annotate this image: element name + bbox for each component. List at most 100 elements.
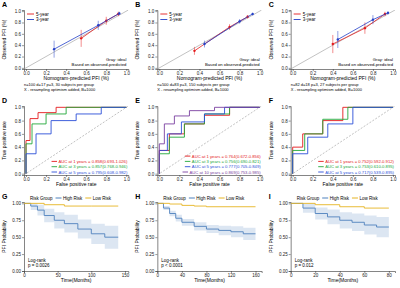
tick: 1.0: [390, 175, 397, 182]
tick-label: 0.2: [148, 158, 155, 163]
tick: 0.2: [310, 175, 317, 182]
marks: [291, 203, 389, 237]
annotations: Log-rankp < 0.0001: [161, 258, 183, 268]
legend-label: AUC at 3 years = 0.756(0.690-0.821): [192, 159, 261, 164]
legend-swatch: [294, 19, 301, 20]
tick: 0.8: [148, 20, 157, 25]
legend: AUC at 1 years = 0.858(0.693-1.026)AUC a…: [52, 159, 128, 175]
reference-line: [157, 10, 261, 69]
tick-mark: [289, 134, 291, 135]
panel-label: H: [135, 193, 140, 200]
tick: 0.0: [157, 175, 164, 182]
annotation: Based on observed-predicted: [338, 62, 393, 67]
tick: 1.0: [15, 9, 24, 14]
legend-swatch: [219, 198, 225, 199]
panel-label: C: [269, 1, 274, 8]
point: [53, 48, 55, 50]
tick-label: 0.00: [279, 269, 288, 274]
tick: 0.4: [148, 43, 157, 48]
y-axis-line: [22, 107, 25, 176]
tick-mark: [289, 271, 291, 272]
legend-label: Low Risk: [359, 196, 378, 201]
y-axis-line: [289, 107, 292, 176]
tick-mark: [289, 147, 291, 148]
series-line: [291, 203, 389, 208]
tick-label: 0.00: [146, 269, 155, 274]
tick: 1.00: [279, 201, 291, 206]
y-axis: 0.00.20.40.60.81.0: [15, 9, 25, 71]
tick-mark: [22, 45, 24, 46]
y-axis: 0.000.250.500.751.00: [12, 201, 24, 274]
tick: 1.0: [390, 69, 397, 76]
tick: 0.8: [237, 175, 244, 182]
x-axis-line: [158, 70, 262, 72]
tick-mark: [22, 57, 24, 58]
series-line: [81, 14, 118, 38]
tick-label: 0.6: [15, 32, 22, 37]
legend-swatch: [322, 198, 328, 199]
error-bar: [332, 35, 333, 53]
plot-area: 0.00.20.40.60.81.00.00.20.40.60.81.0Nomo…: [268, 9, 397, 92]
tick-label: 0.0: [290, 71, 297, 76]
legend-label: AUC at 5 years = 0.777(0.705-0.849): [192, 164, 261, 169]
legend: 5-year3-year: [160, 12, 182, 23]
tick: 0.4: [15, 145, 24, 150]
tick-label: 0.4: [281, 145, 288, 150]
tick-label: 0.0: [148, 66, 155, 71]
y-axis: 0.00.20.40.60.81.0: [15, 105, 25, 176]
legend-swatch: [56, 198, 62, 199]
tick-label: 0.0: [157, 71, 164, 76]
tick-mark: [22, 174, 24, 175]
annotation: Based on observed-predicted: [205, 62, 260, 67]
tick-label: 0.0: [23, 177, 30, 182]
tick: 0.8: [370, 175, 377, 182]
tick-label: 1.0: [257, 71, 264, 76]
y-axis-line: [22, 11, 25, 70]
tick-label: 0.8: [281, 20, 288, 25]
tick: 0.2: [281, 54, 290, 59]
tick-label: 0.2: [148, 54, 155, 59]
tick-label: 0.8: [237, 177, 244, 182]
tick-mark: [289, 121, 291, 122]
tick-mark: [289, 107, 291, 108]
annotations: Gray: idealBased on observed-predictedn=…: [291, 57, 394, 92]
tick-label: 1.0: [15, 9, 22, 14]
panel: A0.00.20.40.60.81.00.00.20.40.60.81.0Nom…: [1, 1, 130, 92]
tick-label: 0.0: [281, 172, 288, 177]
series-line: [204, 14, 252, 44]
tick: 0: [23, 271, 26, 278]
tick: 0.0: [281, 172, 290, 177]
legend: Risk GroupHigh RiskLow Risk: [297, 196, 379, 201]
error-bar: [372, 15, 373, 24]
error-bar: [98, 21, 99, 30]
legend-swatch: [27, 19, 34, 20]
series-line: [333, 14, 385, 44]
y-axis-title: Observed PFI (%): [134, 19, 140, 59]
legend: 5-year3-year: [27, 12, 49, 23]
tick-mark: [289, 22, 291, 23]
plot-area: 040801201600.000.250.500.751.00Time(Mont…: [134, 196, 262, 283]
reference-line: [157, 106, 261, 175]
y-axis-line: [22, 203, 25, 272]
series-line: [194, 17, 247, 51]
annotation: Based on observed-predicted: [72, 62, 127, 67]
tick: 0.0: [23, 69, 30, 76]
x-axis-title: False positive rate: [56, 181, 97, 187]
tick-mark: [155, 147, 157, 148]
tick-label: 20: [313, 273, 319, 278]
tick: 0.0: [148, 172, 157, 177]
tick-label: 0.8: [370, 177, 377, 182]
tick-mark: [289, 57, 291, 58]
tick-label: 0.4: [281, 43, 288, 48]
legend: Risk GroupHigh RiskLow Risk: [163, 196, 245, 201]
legend-label: Low Risk: [226, 196, 245, 201]
reference-line: [291, 10, 395, 69]
tick-label: 0.8: [104, 177, 111, 182]
tick: 1.0: [124, 69, 131, 76]
tick: 0.2: [15, 54, 24, 59]
tick-label: 0.2: [281, 158, 288, 163]
legend-swatch: [318, 161, 324, 162]
series-line: [54, 13, 119, 49]
tick-label: 0: [157, 273, 160, 278]
legend: AUC at 1 years = 0.764(0.672-0.856)AUC a…: [183, 154, 262, 175]
